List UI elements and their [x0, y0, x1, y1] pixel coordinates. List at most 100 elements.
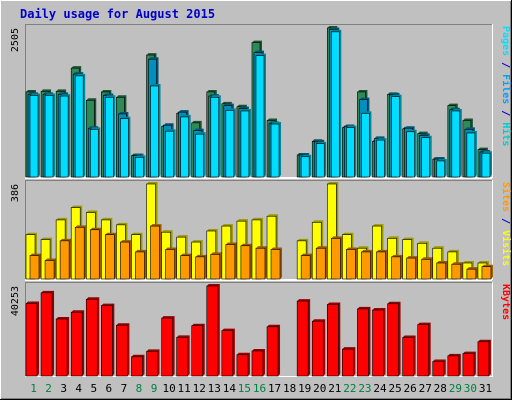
- bar-kbytes-day-19: [296, 300, 309, 377]
- bar-kbytes-day-16: [251, 350, 264, 377]
- bar-depth-sites-day-15: [240, 243, 252, 279]
- bar-depth-sites-day-13: [210, 252, 222, 279]
- bar-kbytes-day-13: [206, 285, 219, 377]
- bar-depth-kbytes-day-25: [387, 301, 401, 376]
- bar-pages-day-25: [391, 96, 400, 178]
- day-label-22: 22: [343, 382, 356, 395]
- bar-depth-kbytes-day-4: [71, 310, 85, 376]
- bar-kbytes-day-23: [357, 308, 369, 377]
- bar-pages-day-1: [29, 95, 39, 178]
- bar-pages-day-9: [150, 85, 159, 178]
- bar-pages-day-6: [105, 96, 114, 178]
- bar-sites-day-2: [44, 260, 55, 280]
- bar-pages-day-19: [300, 156, 310, 178]
- bar-kbytes-day-22: [342, 348, 354, 377]
- bar-sites-day-27: [421, 259, 431, 280]
- bar-kbytes-day-9: [146, 351, 158, 377]
- bar-depth-sites-day-6: [105, 232, 117, 279]
- bar-pages-day-29: [451, 110, 461, 178]
- panels-layer: 2505 Pages / Files / Hits 386 Sites / Visit…: [10, 24, 512, 377]
- bar-kbytes-day-3: [55, 318, 68, 377]
- bar-kbytes-day-29: [447, 355, 460, 377]
- day-label-23: 23: [358, 382, 371, 395]
- day-label-24: 24: [373, 382, 387, 395]
- bar-depth-sites-day-23: [361, 249, 373, 279]
- bar-sites-day-23: [361, 251, 371, 280]
- legend-hits-files-pages: Pages / Files / Hits: [500, 26, 512, 146]
- bar-depth-sites-day-1: [30, 253, 41, 279]
- bar-kbytes-day-15: [236, 354, 249, 377]
- bar-depth-sites-day-21: [331, 236, 343, 279]
- bar-depth-kbytes-day-1: [26, 301, 39, 376]
- bar-depth-kbytes-day-13: [206, 284, 220, 376]
- bar-pages-day-13: [210, 96, 220, 178]
- day-label-19: 19: [298, 382, 311, 395]
- bar-sites-day-13: [210, 254, 221, 280]
- day-label-11: 11: [178, 382, 191, 395]
- day-label-4: 4: [75, 382, 82, 395]
- bar-depth-sites-day-4: [75, 225, 87, 279]
- y-max-label-hits-files-pages: 2505: [10, 28, 21, 52]
- bar-sites-day-19: [300, 255, 311, 280]
- legend-entry-hits-files-pages-2: Files: [500, 74, 512, 104]
- bar-sites-day-9: [150, 225, 160, 280]
- bar-pages-day-10: [165, 130, 174, 178]
- bar-kbytes-day-8: [131, 356, 143, 377]
- bar-sites-day-28: [436, 262, 447, 280]
- bar-sites-day-7: [120, 241, 130, 280]
- bar-pages-day-12: [195, 133, 205, 178]
- y-max-label-kbytes: 40253: [10, 286, 21, 316]
- bar-kbytes-day-2: [40, 292, 53, 377]
- legend-entry-kbytes-0: KBytes: [500, 284, 511, 320]
- bar-pages-day-5: [89, 129, 99, 178]
- day-label-21: 21: [328, 382, 341, 395]
- chart-title: Daily usage for August 2015: [20, 7, 215, 21]
- bar-kbytes-day-11: [176, 337, 188, 377]
- legend-kbytes: KBytes: [500, 284, 511, 320]
- day-label-25: 25: [388, 382, 401, 395]
- bar-depth-kbytes-day-21: [327, 302, 341, 376]
- legend-entry-visits-sites-0: Sites: [500, 182, 512, 212]
- bar-depth-sites-day-7: [120, 240, 132, 279]
- bar-sites-day-1: [29, 255, 40, 280]
- bar-kbytes-day-17: [266, 326, 279, 377]
- day-label-9: 9: [151, 382, 158, 395]
- bar-pages-day-15: [240, 110, 250, 178]
- bar-kbytes-day-10: [161, 317, 173, 377]
- bar-pages-day-14: [225, 110, 235, 178]
- bar-depth-kbytes-day-27: [417, 322, 431, 376]
- bar-sites-day-4: [74, 227, 85, 280]
- day-label-7: 7: [121, 382, 128, 395]
- legend-entry-hits-files-pages-1: /: [500, 56, 511, 74]
- bar-depth-sites-day-26: [406, 256, 418, 279]
- day-label-30: 30: [464, 382, 477, 395]
- bar-depth-sites-day-5: [90, 227, 102, 279]
- bar-sites-day-24: [376, 251, 386, 280]
- bar-kbytes-day-25: [387, 303, 399, 377]
- bar-depth-sites-day-29: [451, 262, 463, 279]
- bar-depth-sites-day-2: [45, 258, 57, 279]
- bar-pages-day-21: [330, 31, 340, 178]
- bar-pages-day-20: [315, 143, 325, 178]
- bar-depth-kbytes-day-22: [342, 347, 356, 376]
- day-label-1: 1: [30, 382, 37, 395]
- day-label-17: 17: [268, 382, 281, 395]
- bar-sites-day-20: [315, 247, 326, 280]
- legend-entry-hits-files-pages-4: Hits: [500, 122, 512, 146]
- day-label-29: 29: [449, 382, 462, 395]
- bar-depth-sites-day-3: [60, 238, 72, 279]
- bar-depth-kbytes-day-19: [297, 299, 311, 376]
- bar-kbytes-day-6: [101, 305, 113, 377]
- bar-kbytes-day-5: [85, 299, 98, 377]
- day-label-14: 14: [223, 382, 237, 395]
- panel-kbytes: 40253 KBytes: [10, 282, 511, 377]
- bar-kbytes-day-7: [116, 324, 128, 377]
- bar-pages-day-7: [120, 118, 129, 178]
- bar-kbytes-day-24: [372, 309, 384, 377]
- day-label-10: 10: [162, 382, 175, 395]
- bar-depth-kbytes-day-28: [432, 359, 446, 376]
- bar-sites-day-30: [466, 268, 477, 280]
- bar-depth-sites-day-19: [301, 253, 313, 279]
- bar-sites-day-29: [451, 263, 462, 280]
- bar-depth-kbytes-day-26: [402, 335, 416, 376]
